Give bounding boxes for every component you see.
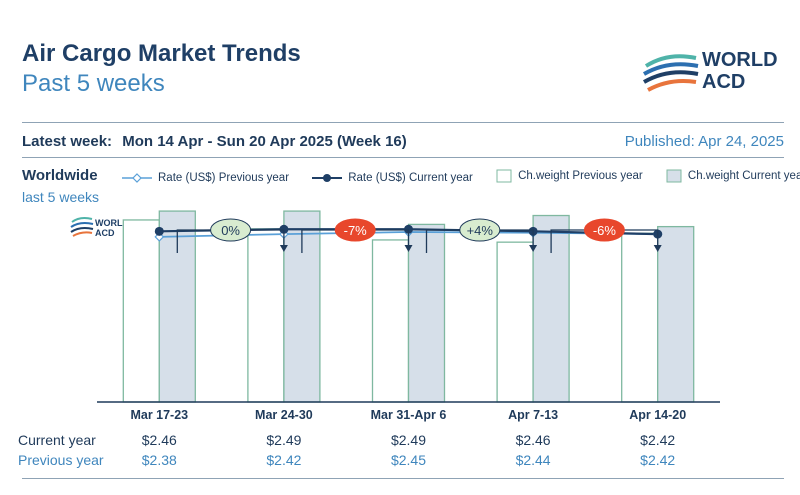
line-diamond-icon: [122, 173, 152, 183]
x-tick-label: Apr 7-13: [508, 408, 558, 422]
published-date: Published: Apr 24, 2025: [624, 133, 784, 150]
point-rate-current-year: [279, 224, 289, 234]
latest-week: Latest week: Mon 14 Apr - Sun 20 Apr 202…: [22, 133, 407, 150]
line-dot-icon: [312, 174, 343, 182]
watermark-swoosh: [70, 222, 94, 228]
watermark-swoosh: [70, 227, 94, 233]
change-arrow: [529, 245, 538, 252]
legend-weight-curr: Ch.weight Current year: [666, 169, 800, 183]
point-rate-current-year: [404, 224, 413, 234]
legend-label: Rate (US$) Current year: [348, 172, 473, 184]
table-cell: $2.44: [516, 452, 551, 468]
x-tick-label: Mar 31-Apr 6: [371, 408, 447, 422]
bar-weight-previous-year: [371, 239, 410, 403]
divider: [22, 478, 784, 479]
watermark-text: WORLD: [95, 218, 129, 228]
table-cell: $2.49: [266, 432, 301, 448]
divider: [22, 157, 784, 158]
change-arrow: [279, 245, 288, 252]
table-cell: $2.49: [391, 432, 426, 448]
change-badge-label: -7%: [344, 223, 368, 238]
watermark-swoosh: [71, 217, 93, 223]
table-cell: $2.42: [266, 452, 301, 468]
x-tick-label: Mar 17-23: [130, 408, 188, 422]
table-label-current-year: Current year: [18, 432, 96, 448]
bar-weight-previous-year: [122, 219, 160, 403]
chart-legend: Rate (US$) Previous year Rate (US$) Curr…: [122, 169, 800, 186]
change-badge-label: 0%: [221, 223, 240, 238]
legend-rate-prev: Rate (US$) Previous year: [122, 172, 289, 184]
table-cell: $2.46: [516, 432, 551, 448]
latest-week-label: Latest week:: [22, 133, 113, 150]
divider: [22, 122, 784, 123]
region-name: Worldwide: [22, 167, 98, 184]
change-arrow: [404, 245, 413, 252]
table-cell: $2.42: [640, 452, 675, 468]
bar-outline-icon: [496, 169, 512, 183]
legend-rate-curr: Rate (US$) Current year: [312, 172, 473, 184]
page-title: Air Cargo Market Trends: [22, 40, 301, 67]
table-cell: $2.42: [640, 432, 675, 448]
logo-text-line2: ACD: [702, 71, 746, 93]
bar-weight-current-year: [407, 223, 446, 403]
bar-weight-previous-year: [496, 241, 534, 403]
legend-label: Ch.weight Previous year: [518, 170, 643, 182]
bar-filled-icon: [666, 169, 682, 183]
table-cell: $2.38: [142, 452, 177, 468]
change-arrow: [653, 245, 662, 252]
point-rate-current-year: [154, 226, 164, 236]
change-badge-label: +4%: [467, 223, 494, 238]
watermark-swoosh: [72, 231, 93, 237]
table-cell: $2.45: [391, 452, 426, 468]
legend-weight-prev: Ch.weight Previous year: [496, 169, 643, 183]
page-subtitle: Past 5 weeks: [22, 70, 165, 97]
bar-weight-previous-year: [621, 232, 659, 403]
legend-label: Rate (US$) Previous year: [158, 172, 290, 184]
logo-text-line1: WORLD: [702, 49, 778, 71]
latest-week-value: Mon 14 Apr - Sun 20 Apr 2025 (Week 16): [122, 133, 407, 150]
change-badge-label: -6%: [593, 223, 617, 238]
bar-weight-previous-year: [247, 228, 285, 403]
watermark-text: ACD: [95, 228, 115, 238]
region-period: last 5 weeks: [22, 189, 100, 205]
change-badge: [459, 218, 501, 242]
change-badge: [210, 218, 252, 242]
legend-label: Ch.weight Current year: [687, 170, 800, 182]
table-cell: $2.46: [142, 432, 177, 448]
change-badge: [583, 218, 625, 242]
table-label-previous-year: Previous year: [18, 452, 104, 468]
globe-swoosh-icon: [642, 54, 699, 92]
world-acd-logo: WORLD ACD: [640, 44, 785, 100]
x-tick-label: Mar 24-30: [255, 408, 313, 422]
x-tick-label: Apr 14-20: [629, 408, 686, 422]
bar-weight-current-year: [657, 225, 695, 403]
change-badge: [334, 218, 376, 242]
